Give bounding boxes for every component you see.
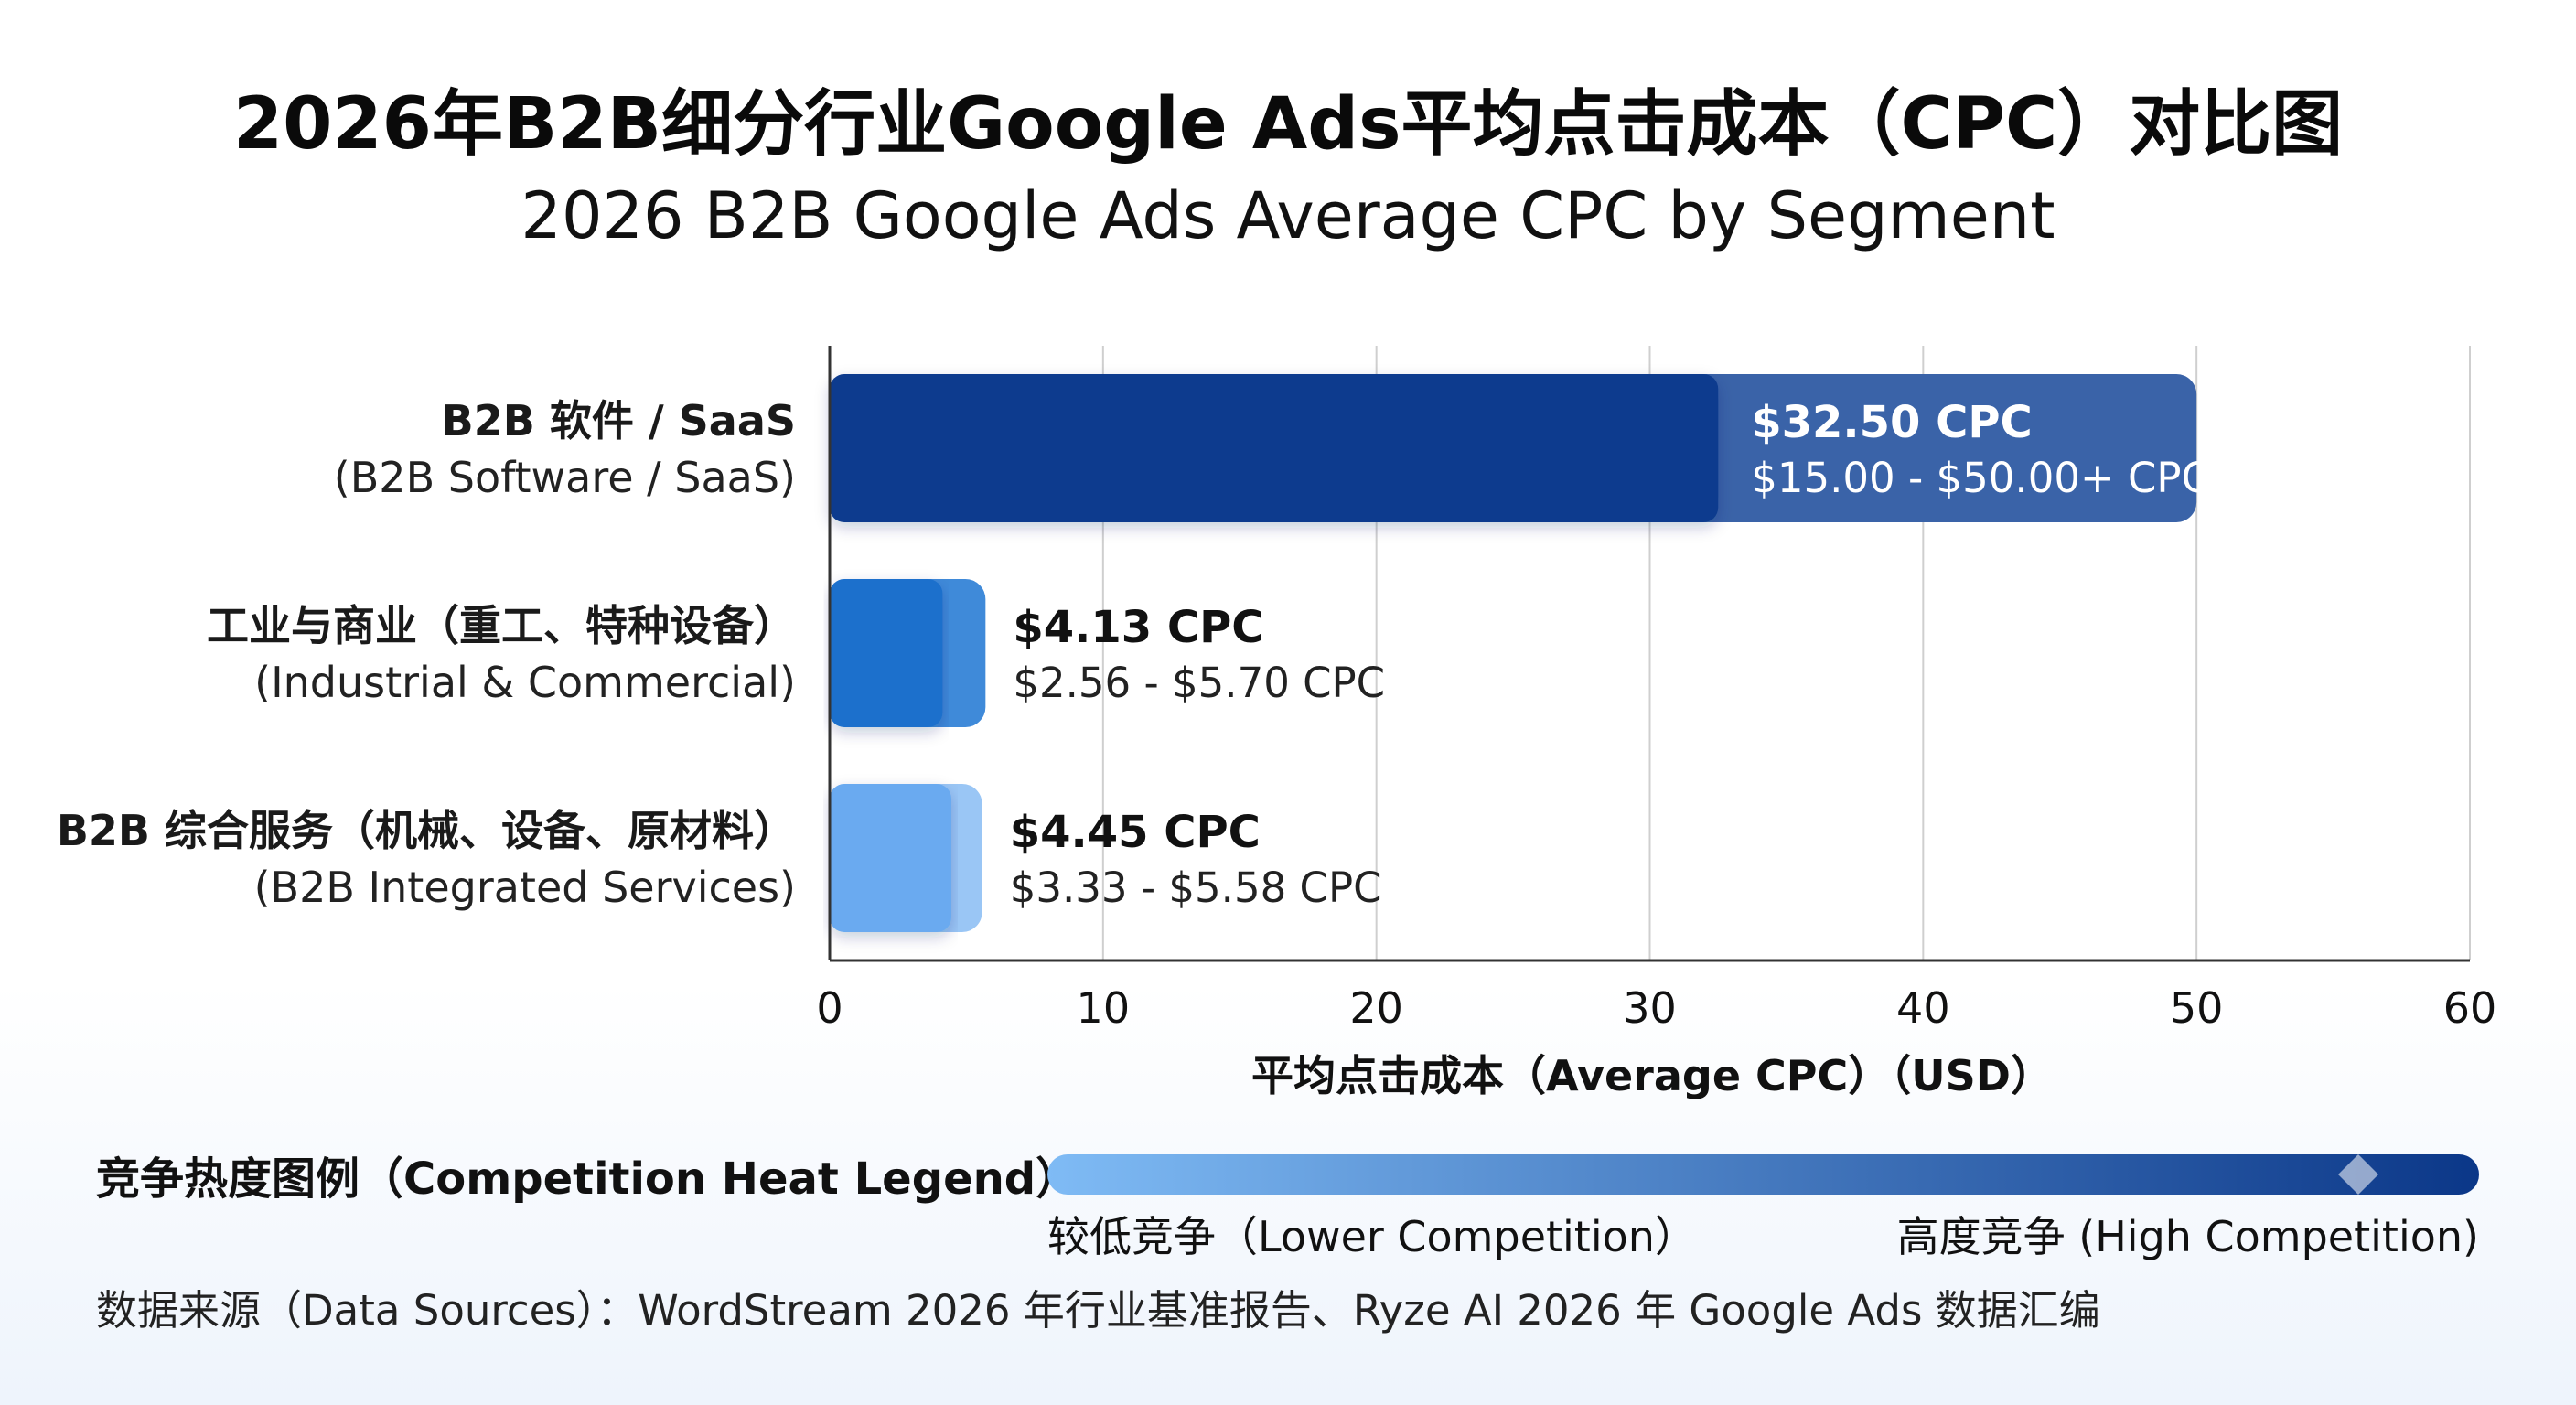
value-label: $32.50 CPC (1751, 397, 2033, 448)
data-source: 数据来源（Data Sources）：WordStream 2026 年行业基准… (96, 1286, 2100, 1335)
x-tick-label: 0 (816, 983, 843, 1033)
x-axis-label: 平均点击成本（Average CPC）（USD） (1251, 1051, 2053, 1100)
chart-title: 2026年B2B细分行业Google Ads平均点击成本（CPC）对比图 (233, 83, 2343, 166)
x-tick-label: 20 (1349, 983, 1403, 1033)
x-tick-label: 30 (1623, 983, 1677, 1033)
category-sublabel: (Industrial & Commercial) (254, 658, 796, 707)
x-tick-label: 10 (1077, 983, 1131, 1033)
legend-gradient-bar (1047, 1154, 2479, 1195)
x-tick-label: 60 (2443, 983, 2497, 1033)
category-label: B2B 综合服务（机械、设备、原材料） (57, 806, 796, 855)
x-tick-label: 50 (2170, 983, 2224, 1033)
value-bar (830, 374, 1719, 522)
category-label: B2B 软件 / SaaS (442, 396, 796, 445)
bar-labels: B2B 软件 / SaaS (B2B Software / SaaS) $32.50… (57, 396, 2210, 912)
range-label: $2.56 - $5.70 CPC (1013, 659, 1385, 707)
category-label: 工业与商业（重工、特种设备） (207, 601, 796, 650)
value-label: $4.13 CPC (1013, 602, 1263, 653)
legend-title: 竞争热度图例（Competition Heat Legend） (96, 1153, 1079, 1205)
value-label: $4.45 CPC (1010, 807, 1261, 858)
range-label: $15.00 - $50.00+ CPC (1751, 454, 2210, 502)
legend-high-label: 高度竞争 (High Competition) (1897, 1212, 2479, 1261)
category-sublabel: (B2B Software / SaaS) (334, 453, 796, 502)
category-sublabel: (B2B Integrated Services) (254, 863, 796, 912)
chart-subtitle: 2026 B2B Google Ads Average CPC by Segme… (521, 178, 2055, 253)
range-label: $3.33 - $5.58 CPC (1010, 863, 1382, 912)
legend-marker-icon (2338, 1154, 2378, 1195)
bars (830, 374, 2197, 932)
x-axis-ticks: 0 10 20 30 40 50 60 (816, 983, 2496, 1033)
legend-low-label: 较低竞争（Lower Competition） (1047, 1212, 1697, 1261)
value-bar (830, 579, 943, 727)
value-bar (830, 784, 951, 932)
x-tick-label: 40 (1896, 983, 1950, 1033)
